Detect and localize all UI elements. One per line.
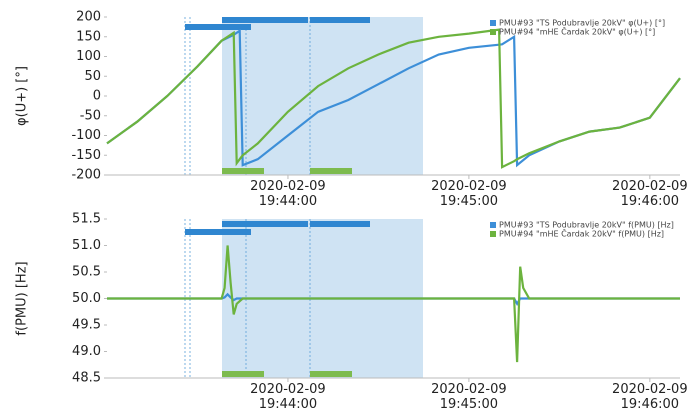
y-axis-label: f(PMU) [Hz] xyxy=(15,261,30,335)
series-line xyxy=(106,28,681,169)
legend-label: PMU#94 "mHE Čardak 20kV" f(PMU) [Hz] xyxy=(499,228,664,239)
legend-swatch xyxy=(490,29,496,35)
x-tick-label: 2020-02-09 19:45:00 xyxy=(431,382,507,410)
x-tick-label: 2020-02-09 19:45:00 xyxy=(431,179,507,209)
y-tick-label: -200 xyxy=(71,168,101,183)
y-tick-label: 100 xyxy=(76,49,101,64)
legend-label: PMU#93 "TS Podubravlje 20kV" φ(U+) [°] xyxy=(499,19,665,28)
y-tick-label: 50.5 xyxy=(72,265,101,280)
legend-swatch xyxy=(490,231,496,237)
y-tick-label: 50.0 xyxy=(72,291,101,306)
y-axis-label: φ(U+) [°] xyxy=(15,66,30,126)
highlight-region xyxy=(222,17,423,175)
y-tick-label: 51.0 xyxy=(72,238,101,253)
series-line xyxy=(107,245,680,363)
x-tick-label: 2020-02-09 19:46:00 xyxy=(612,179,688,209)
y-tick-label: 0 xyxy=(93,89,101,104)
y-tick-label: 50 xyxy=(84,69,101,84)
series-line xyxy=(107,292,680,307)
legend-label: PMU#93 "TS Podubravlje 20kV" f(PMU) [Hz] xyxy=(499,221,674,230)
legend-swatch xyxy=(490,222,496,228)
y-tick-label: 49.5 xyxy=(72,318,101,333)
y-tick-label: -50 xyxy=(80,108,101,123)
y-tick-label: 49.0 xyxy=(72,344,101,359)
y-tick-label: 51.5 xyxy=(72,212,101,227)
x-tick-label: 2020-02-09 19:44:00 xyxy=(250,179,326,209)
legend-label: PMU#94 "mHE Čardak 20kV" φ(U+) [°] xyxy=(499,26,655,37)
y-tick-label: 48.5 xyxy=(72,371,101,386)
event-markers xyxy=(184,17,370,378)
x-tick-label: 2020-02-09 19:44:00 xyxy=(250,382,326,410)
y-tick-label: -100 xyxy=(71,128,101,143)
y-tick-label: 200 xyxy=(76,10,101,25)
legend-swatch xyxy=(490,20,496,26)
x-tick-label: 2020-02-09 19:46:00 xyxy=(612,382,688,410)
y-tick-label: 150 xyxy=(76,29,101,44)
y-tick-label: -150 xyxy=(71,148,101,163)
